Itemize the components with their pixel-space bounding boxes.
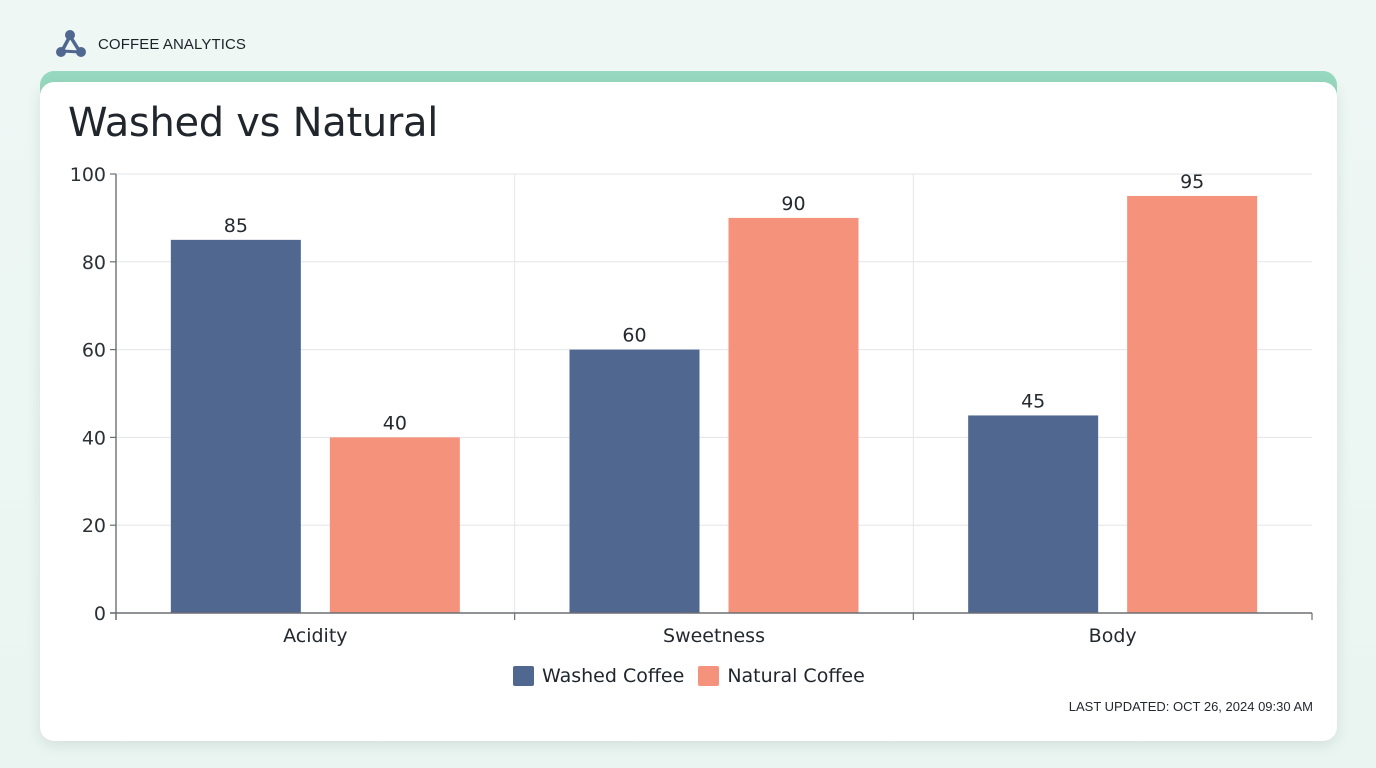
- data-label: 45: [1021, 390, 1045, 412]
- y-tick-label: 80: [82, 252, 106, 274]
- y-tick-label: 100: [70, 164, 106, 186]
- bar-chart: 0 20 40 60 80 100 85 40 Acidity 60 90 Sweetness 45 95…: [40, 82, 1337, 741]
- data-label: 95: [1180, 171, 1204, 193]
- brand-header: COFFEE ANALYTICS: [54, 28, 246, 60]
- data-label: 60: [622, 325, 646, 347]
- legend-swatch-natural: [698, 666, 720, 686]
- legend-label-natural: Natural Coffee: [727, 665, 865, 687]
- bar-washed-coffee-acidity: [170, 239, 301, 613]
- chart-title: Washed vs Natural: [68, 100, 439, 146]
- y-tick-label: 0: [94, 603, 106, 625]
- data-label: 40: [383, 412, 407, 434]
- brand-name: COFFEE ANALYTICS: [98, 35, 247, 53]
- x-category-label: Sweetness: [663, 625, 765, 647]
- chart-card: Washed vs Natural 0 20 40 60 80 100 85 40 Acidit…: [40, 82, 1337, 741]
- last-updated-timestamp: LAST UPDATED: OCT 26, 2024 09:30 AM: [1068, 699, 1313, 714]
- bar-washed-coffee-sweetness: [569, 349, 700, 613]
- bar-natural-coffee-body: [1127, 195, 1258, 613]
- network-nodes-icon: [56, 30, 86, 57]
- x-category-label: Body: [1089, 625, 1137, 647]
- bar-natural-coffee-sweetness: [728, 217, 859, 613]
- chart-legend: Washed Coffee Natural Coffee: [513, 665, 865, 687]
- bar-washed-coffee-body: [968, 415, 1099, 613]
- legend-label-washed: Washed Coffee: [542, 665, 685, 687]
- legend-item-natural[interactable]: Natural Coffee: [698, 665, 865, 687]
- data-label: 90: [781, 193, 805, 215]
- bar-natural-coffee-acidity: [329, 437, 460, 613]
- legend-swatch-washed: [513, 666, 534, 686]
- y-tick-label: 60: [82, 340, 106, 362]
- x-category-label: Acidity: [283, 625, 347, 647]
- chart-canvas: 0 20 40 60 80 100 85 40 Acidity 60 90 Sweetness 45 95…: [70, 164, 1313, 647]
- y-tick-label: 20: [82, 515, 106, 537]
- legend-item-washed[interactable]: Washed Coffee: [513, 665, 684, 687]
- data-label: 85: [224, 215, 248, 237]
- y-tick-label: 40: [82, 427, 106, 449]
